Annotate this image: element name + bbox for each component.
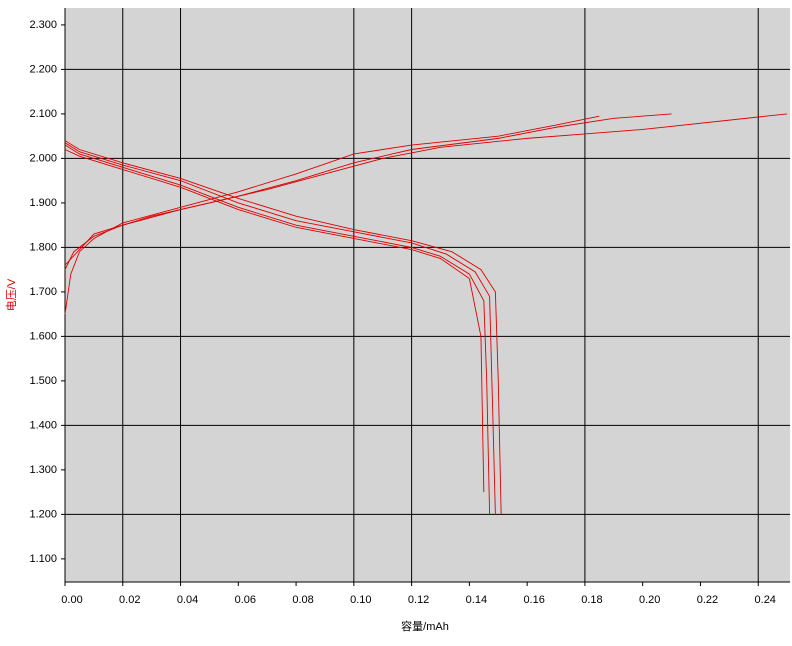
y-tick-label: 1.800 [29,241,57,253]
y-tick-label: 1.900 [29,197,57,209]
y-tick-label: 1.200 [29,508,57,520]
x-tick-label: 0.20 [639,594,660,606]
data-line [64,149,485,493]
x-axis-label: 容量/mAh [401,619,449,633]
y-tick-label: 1.300 [29,464,57,476]
x-tick-label: 0.00 [61,594,82,606]
data-line [64,115,600,315]
data-line [64,140,502,515]
data-line [64,142,496,515]
y-tick-label: 1.400 [29,419,57,431]
x-tick-label: 0.16 [523,594,544,606]
y-tick-label: 2.300 [29,19,57,31]
x-tick-label: 0.24 [755,594,776,606]
x-tick-label: 0.22 [697,594,718,606]
y-tick-label: 1.500 [29,375,57,387]
x-tick-label: 0.08 [292,594,313,606]
y-tick-label: 1.700 [29,286,57,298]
data-line [64,113,788,266]
y-tick-label: 1.100 [29,553,57,565]
data-line [64,144,491,515]
x-tick-label: 0.14 [466,594,487,606]
data-line [64,113,672,270]
y-tick-label: 1.600 [29,330,57,342]
x-tick-label: 0.12 [408,594,429,606]
x-tick-label: 0.06 [235,594,256,606]
x-tick-label: 0.18 [581,594,602,606]
x-tick-label: 0.04 [177,594,198,606]
y-tick-label: 2.200 [29,63,57,75]
y-tick-label: 2.100 [29,108,57,120]
x-tick-label: 0.02 [119,594,140,606]
plot-area [65,8,790,582]
x-tick-label: 0.10 [350,594,371,606]
y-tick-label: 2.000 [29,152,57,164]
y-axis-label: 电压/V [5,278,18,311]
